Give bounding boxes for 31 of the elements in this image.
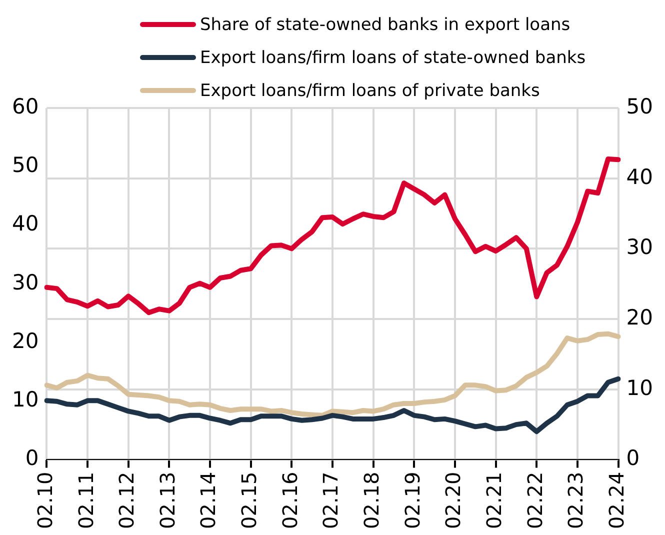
x-tick-label: 02.14 bbox=[196, 472, 220, 530]
y2-tick-label: 0 bbox=[626, 446, 640, 470]
y2-tick-label: 10 bbox=[626, 376, 654, 400]
x-tick-label: 02.22 bbox=[522, 472, 547, 530]
y-tick-label: 10 bbox=[12, 388, 39, 412]
y-tick-label: 60 bbox=[12, 94, 39, 118]
x-tick-label: 02.10 bbox=[32, 472, 57, 530]
x-tick-label: 02.23 bbox=[564, 472, 588, 530]
legend-label: Share of state-owned banks in export loans bbox=[200, 14, 570, 34]
x-tick-label: 02.13 bbox=[155, 472, 180, 530]
x-tick-label: 02.15 bbox=[237, 472, 262, 530]
y2-tick-label: 30 bbox=[626, 235, 654, 260]
y-tick-label: 0 bbox=[25, 446, 39, 470]
y2-tick-label: 40 bbox=[626, 164, 654, 189]
y-tick-label: 40 bbox=[12, 212, 39, 236]
x-tick-label: 02.18 bbox=[360, 472, 384, 530]
x-tick-label: 02.24 bbox=[604, 472, 628, 530]
y2-tick-label: 20 bbox=[626, 306, 654, 330]
y-tick-label: 20 bbox=[12, 328, 39, 353]
x-tick-label: 02.19 bbox=[400, 472, 424, 530]
x-tick-label: 02.20 bbox=[441, 472, 466, 530]
y-tick-label: 50 bbox=[12, 153, 39, 178]
x-tick-label: 02.16 bbox=[278, 472, 302, 530]
legend-label: Export loans/firm loans of state-owned banks bbox=[200, 48, 586, 68]
x-tick-label: 02.21 bbox=[482, 472, 506, 530]
y-tick-label: 30 bbox=[12, 270, 39, 294]
legend-label: Export loans/firm loans of private banks bbox=[200, 80, 540, 100]
y2-tick-label: 50 bbox=[626, 94, 654, 118]
x-tick-label: 02.17 bbox=[318, 472, 343, 530]
x-tick-label: 02.11 bbox=[74, 472, 98, 530]
x-tick-label: 02.12 bbox=[114, 472, 139, 530]
